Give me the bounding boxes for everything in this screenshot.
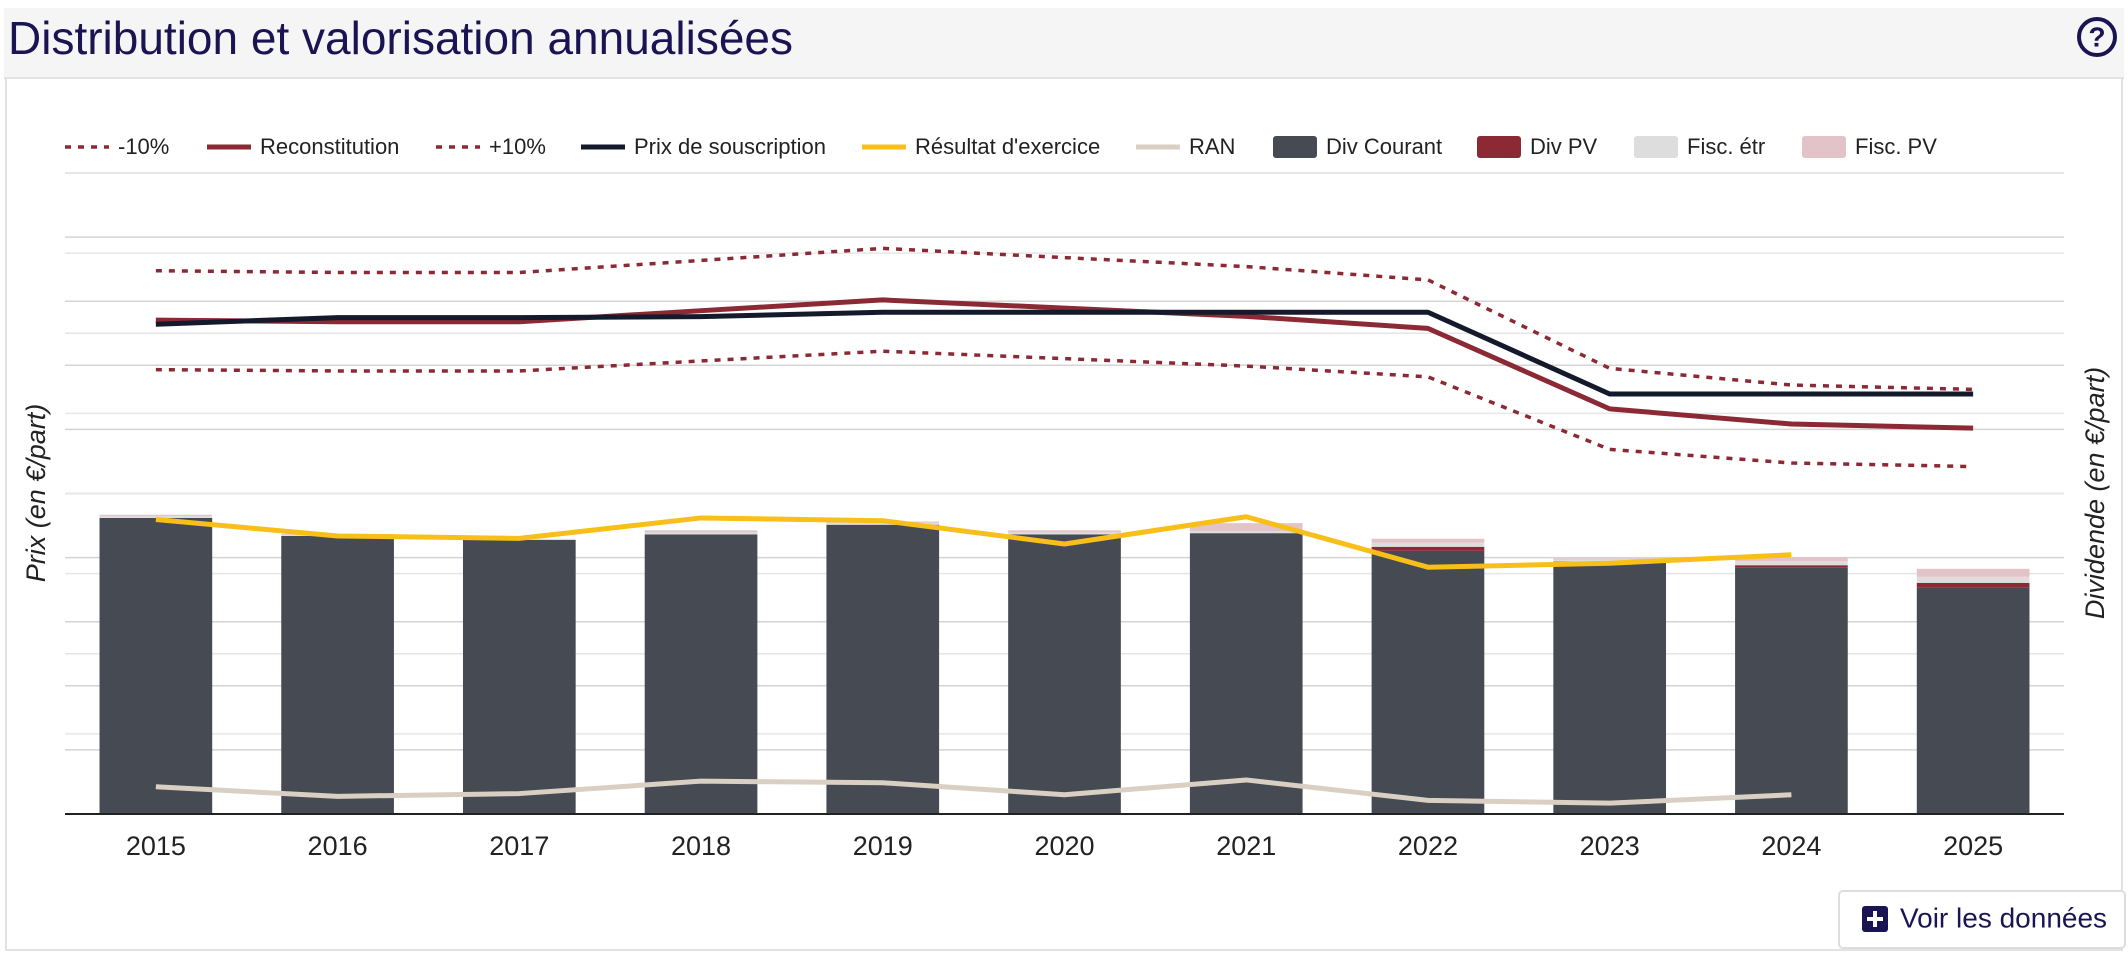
legend-label: -10% bbox=[118, 134, 169, 159]
bar-segment bbox=[1916, 587, 2030, 814]
bar-segment bbox=[644, 534, 758, 814]
bar-segment bbox=[1553, 561, 1667, 814]
legend-swatch bbox=[1273, 136, 1317, 158]
series-line bbox=[155, 309, 1974, 397]
legend-label: +10% bbox=[489, 134, 546, 159]
x-tick-label: 2016 bbox=[308, 831, 368, 861]
bar-segment bbox=[99, 514, 213, 516]
help-button[interactable]: ? bbox=[2077, 17, 2117, 57]
legend-swatch bbox=[1634, 136, 1678, 158]
bar-segment bbox=[1371, 542, 1485, 547]
series-line bbox=[155, 246, 1974, 392]
bar-segment bbox=[462, 539, 576, 814]
x-tick-label: 2015 bbox=[126, 831, 186, 861]
x-tick-label: 2025 bbox=[1943, 831, 2003, 861]
bar-segment bbox=[826, 522, 940, 525]
bar-segment bbox=[826, 524, 940, 814]
bar-segment bbox=[99, 515, 213, 518]
legend-label: Div PV bbox=[1530, 134, 1598, 159]
series-line bbox=[155, 297, 1974, 431]
bar-segment bbox=[1916, 568, 2030, 577]
series-line bbox=[155, 777, 1792, 806]
bar-segment bbox=[1553, 559, 1667, 562]
x-tick-label: 2018 bbox=[671, 831, 731, 861]
button-label: Voir les données bbox=[1900, 902, 2107, 933]
legend-label: Div Courant bbox=[1326, 134, 1442, 159]
bar-segment bbox=[281, 535, 394, 814]
bar-segment bbox=[1371, 546, 1485, 551]
legend-label: Reconstitution bbox=[260, 134, 399, 159]
bar-segment bbox=[1008, 530, 1121, 533]
bar-segment bbox=[1371, 538, 1485, 543]
help-circle bbox=[2077, 17, 2117, 57]
button-box bbox=[1838, 890, 2126, 949]
y-axis-title: Prix (en €/part) bbox=[21, 404, 51, 583]
bar-segment bbox=[1008, 532, 1121, 535]
x-tick-label: 2020 bbox=[1034, 831, 1094, 861]
x-tick-label: 2023 bbox=[1580, 831, 1640, 861]
bar-segment bbox=[1735, 565, 1848, 568]
bar-segment bbox=[1735, 561, 1848, 566]
bar-segment bbox=[99, 517, 213, 814]
x-tick-label: 2019 bbox=[853, 831, 913, 861]
legend-label: Fisc. PV bbox=[1855, 134, 1937, 159]
x-tick-label: 2021 bbox=[1216, 831, 1276, 861]
bar-segment bbox=[1735, 557, 1848, 562]
bar-segment bbox=[1916, 576, 2030, 583]
data-button[interactable]: Voir les données bbox=[1838, 890, 2126, 949]
bar-segment bbox=[1371, 550, 1485, 814]
bar-segment bbox=[644, 530, 758, 533]
legend-swatch bbox=[1802, 136, 1846, 158]
help-icon: ? bbox=[2088, 21, 2105, 52]
legend-swatch bbox=[1477, 136, 1521, 158]
series-line bbox=[155, 349, 1974, 469]
bar-segment bbox=[1189, 531, 1303, 534]
bar-segment bbox=[1735, 567, 1848, 814]
bar-segment bbox=[1553, 558, 1667, 560]
chart-title: Distribution et valorisation annualisées bbox=[8, 12, 793, 64]
legend-label: Fisc. étr bbox=[1687, 134, 1765, 159]
legend-label: RAN bbox=[1189, 134, 1235, 159]
x-tick-label: 2017 bbox=[489, 831, 549, 861]
bar-segment bbox=[1916, 582, 2030, 588]
legend-label: Prix de souscription bbox=[634, 134, 826, 159]
bar-segment bbox=[1189, 523, 1303, 532]
bar-segment bbox=[1189, 533, 1303, 814]
header-bar bbox=[4, 8, 2124, 78]
panel bbox=[5, 77, 2123, 951]
bar-segment bbox=[644, 532, 758, 535]
x-tick-label: 2024 bbox=[1761, 831, 1821, 861]
plus-sign bbox=[1867, 911, 1883, 927]
legend-label: Résultat d'exercice bbox=[915, 134, 1100, 159]
y2-axis-title: Dividende (en €/part) bbox=[2080, 367, 2110, 619]
x-tick-label: 2022 bbox=[1398, 831, 1458, 861]
series-line bbox=[155, 514, 1792, 570]
bar-segment bbox=[1008, 534, 1121, 814]
